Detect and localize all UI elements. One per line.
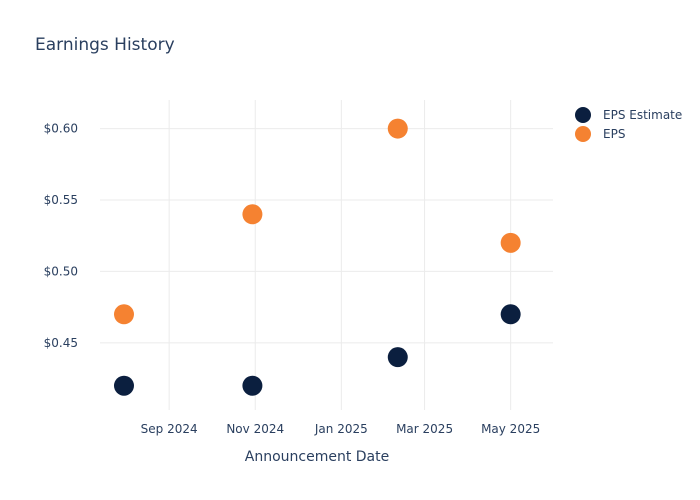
legend-marker [575,107,591,123]
x-tick-label: May 2025 [481,422,540,436]
y-tick-label: $0.50 [44,264,78,278]
data-point [242,375,263,396]
data-point [500,232,521,253]
series-eps [113,118,521,325]
legend-label: EPS [603,127,625,141]
data-points [113,118,521,396]
legend: EPS Estimate EPS [575,107,682,142]
x-tick-label: Nov 2024 [226,422,284,436]
data-point [387,118,408,139]
grid-layer [100,100,553,410]
x-tick-label: Mar 2025 [396,422,453,436]
data-point [113,304,134,325]
legend-marker [575,126,591,142]
data-point [113,375,134,396]
y-tick-label: $0.45 [44,336,78,350]
data-point [500,304,521,325]
data-point [242,204,263,225]
x-axis-title: Announcement Date [245,449,389,465]
tick-labels: Sep 2024 Nov 2024 Jan 2025 Mar 2025 May 2025… [44,122,541,436]
data-point [387,347,408,368]
y-tick-label: $0.60 [44,122,78,136]
series-eps-estimate [113,304,521,396]
x-tick-label: Jan 2025 [314,422,368,436]
chart-title: Earnings History [35,35,175,55]
y-tick-label: $0.55 [44,193,78,207]
legend-label: EPS Estimate [603,108,682,122]
x-tick-label: Sep 2024 [141,422,198,436]
